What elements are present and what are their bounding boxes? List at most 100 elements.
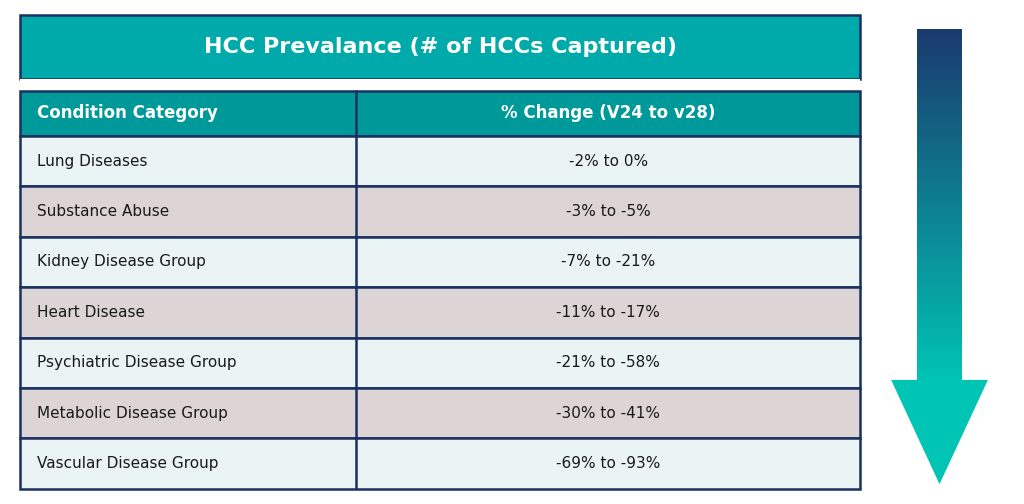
Bar [916,312,963,313]
Bar [916,156,963,157]
Bar [916,233,963,234]
Bar [916,377,963,379]
Bar [916,70,963,72]
Bar [916,212,963,213]
Bar [916,37,963,39]
Bar [916,85,963,87]
Bar [916,110,963,111]
Bar [916,295,963,296]
Bar [916,318,963,319]
Bar [916,283,963,284]
Bar [916,264,963,266]
Bar [916,111,963,112]
Bar [916,268,963,269]
Bar [916,88,963,89]
Bar [916,195,963,197]
Polygon shape [891,380,988,484]
Bar [916,279,963,281]
Bar [20,15,860,79]
Bar [916,260,963,261]
Bar [916,218,963,219]
Bar [916,276,963,277]
Bar [916,240,963,241]
Bar [916,324,963,325]
Bar [916,340,963,341]
Bar [916,375,963,376]
Bar [916,121,963,123]
Bar [916,57,963,58]
Bar [916,94,963,95]
Bar [916,228,963,229]
Bar [916,329,963,330]
Bar [916,311,963,312]
Bar [916,147,963,149]
Bar [916,278,963,279]
Bar [916,211,963,212]
Bar [916,362,963,363]
Bar [916,202,963,204]
Bar [916,346,963,347]
Bar [916,369,963,370]
Bar [916,164,963,165]
Bar [916,102,963,103]
Bar [916,256,963,257]
Bar [916,379,963,380]
Bar [916,237,963,238]
Text: -30% to -41%: -30% to -41% [556,406,660,421]
Bar [916,36,963,37]
Bar [916,140,963,142]
Bar [916,208,963,209]
Bar [916,205,963,206]
Bar [916,257,963,259]
Bar [916,242,963,243]
Bar [916,194,963,195]
Bar [916,137,963,138]
Bar [916,112,963,113]
Bar [916,90,963,91]
Bar [916,291,963,292]
Bar [916,167,963,168]
Bar [916,81,963,82]
Bar [916,207,963,208]
Bar [916,120,963,121]
Bar [916,56,963,57]
Bar [916,51,963,53]
Bar [916,303,963,304]
Bar [916,125,963,127]
Text: -11% to -17%: -11% to -17% [556,305,660,320]
Bar [916,95,963,96]
Bar [916,114,963,116]
Bar [916,366,963,367]
Bar [916,63,963,65]
Bar [916,344,963,345]
Bar [916,310,963,311]
Bar [916,92,963,94]
Bar [916,269,963,270]
Bar [916,345,963,346]
Bar [916,191,963,192]
Bar [916,59,963,61]
Bar [916,199,963,200]
Bar [916,267,963,268]
Bar [916,87,963,88]
Bar [916,351,963,352]
Bar [916,326,963,327]
Bar [916,157,963,158]
Bar [916,229,963,230]
Bar [916,127,963,128]
Bar [916,187,963,188]
Bar [916,332,963,333]
Bar [916,105,963,106]
Bar [916,281,963,282]
Bar [916,129,963,130]
Bar [20,79,860,91]
Bar [916,231,963,233]
Bar [916,299,963,300]
Bar [916,151,963,152]
Bar [916,136,963,137]
Bar [916,339,963,340]
Bar [916,62,963,63]
Bar [916,44,963,46]
Bar [916,32,963,33]
Bar [916,29,963,31]
